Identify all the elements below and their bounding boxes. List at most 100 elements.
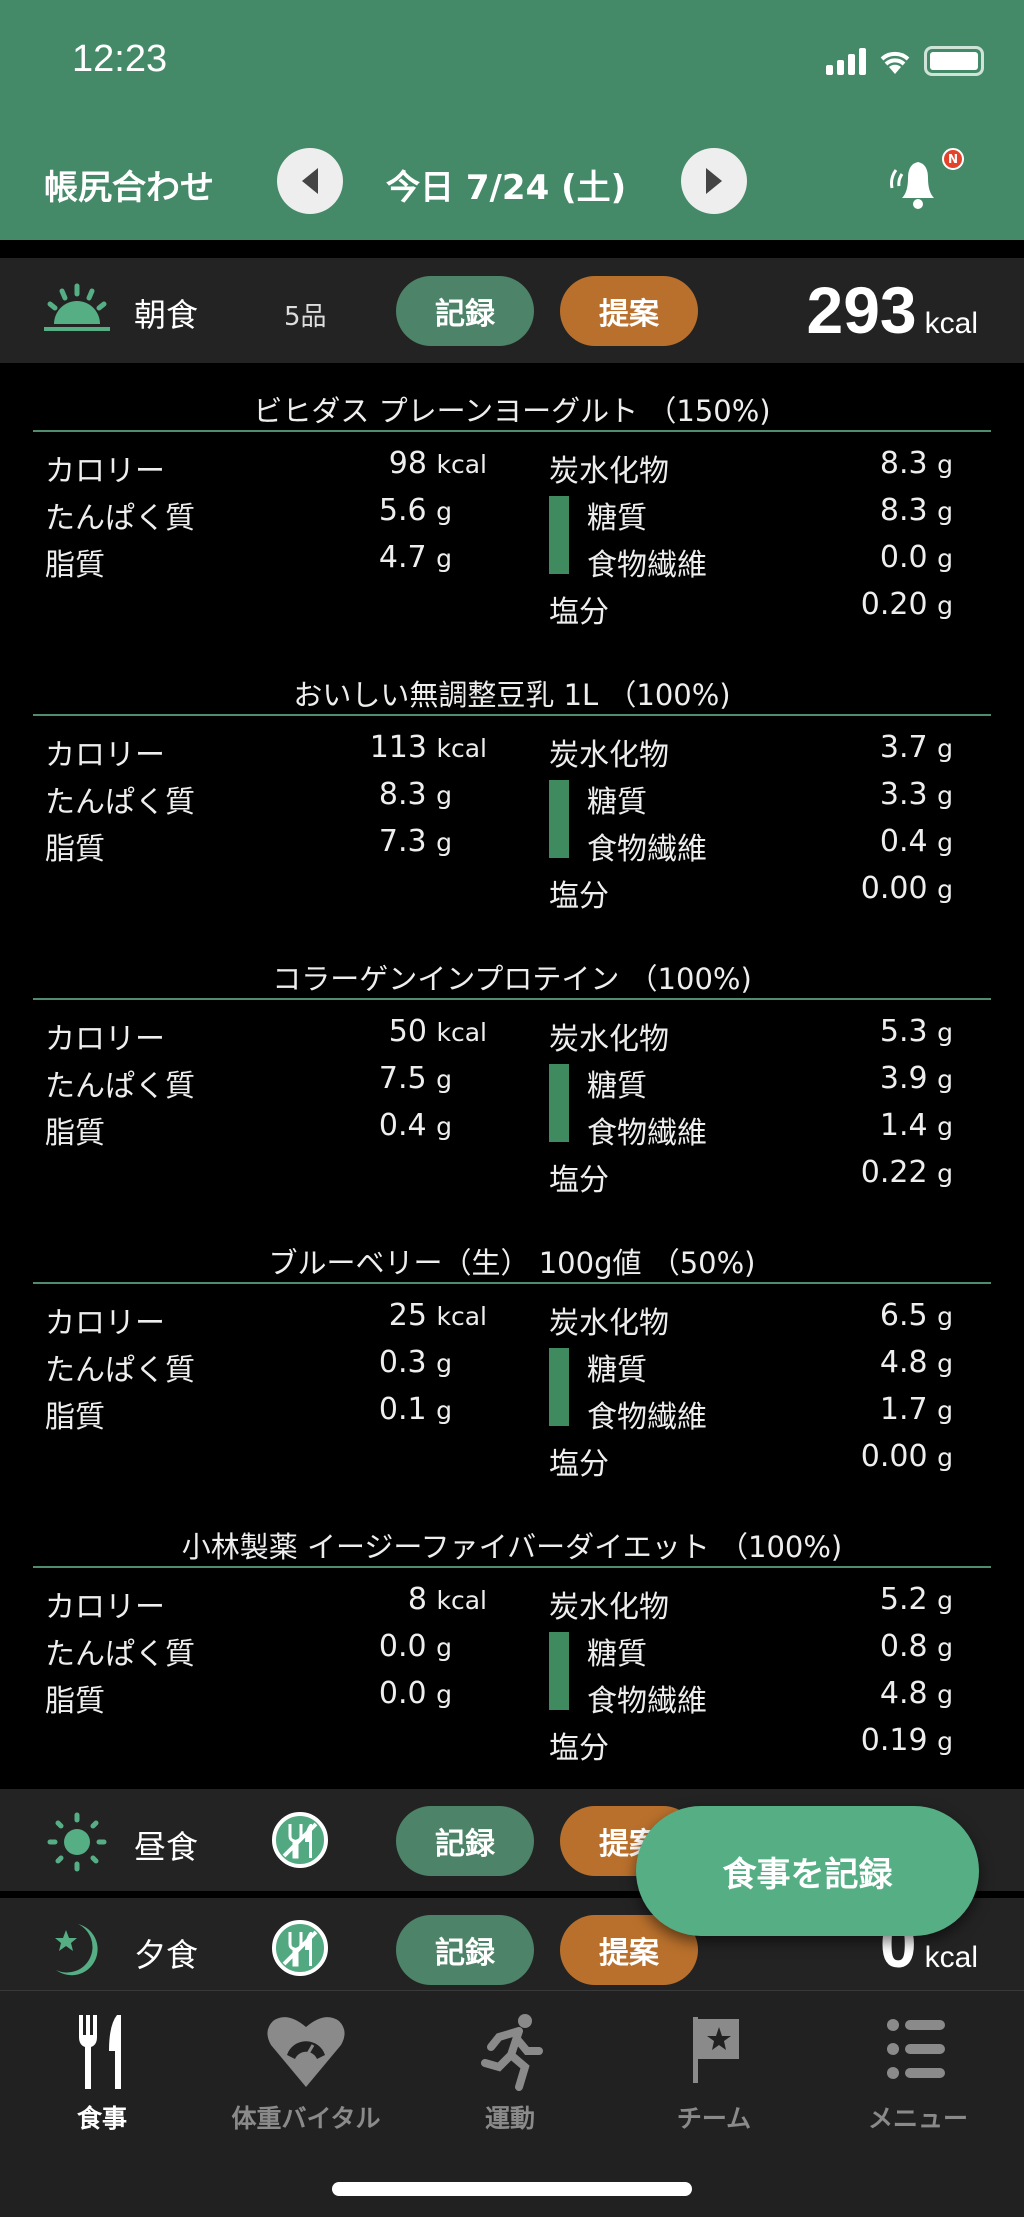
calorie-label: カロリー	[45, 1306, 165, 1341]
carb-value: 8.3 g	[753, 446, 953, 481]
tab-menu[interactable]: メニュー	[828, 2011, 1008, 2135]
tab-meal[interactable]: 食事	[12, 2011, 192, 2135]
salt-label: 塩分	[549, 1731, 609, 1766]
unit: g	[937, 734, 953, 763]
bell-icon[interactable]	[880, 150, 950, 216]
notification-badge: N	[942, 148, 964, 170]
protein-value: 5.6 g	[252, 493, 452, 528]
value: 5.3	[879, 1014, 928, 1049]
unit: kcal	[436, 1302, 488, 1331]
fat-label: 脂質	[45, 832, 105, 867]
unit: g	[937, 1396, 953, 1425]
food-title: ブルーベリー（生） 100g値 （50%)	[268, 1246, 756, 1280]
fat-value: 0.0 g	[252, 1676, 452, 1711]
divider	[33, 714, 991, 716]
value: 8.3	[879, 493, 928, 528]
flag-icon	[693, 2017, 739, 2083]
value: 5.2	[879, 1582, 928, 1617]
fiber-value: 0.4 g	[753, 824, 953, 859]
home-indicator[interactable]	[332, 2182, 692, 2196]
unit: g	[436, 781, 452, 810]
no-meal-icon[interactable]	[272, 1812, 328, 1868]
carb-label: 炭水化物	[549, 1590, 669, 1625]
unit: g	[937, 591, 953, 620]
fiber-label: 食物繊維	[587, 1116, 707, 1151]
unit: g	[937, 1680, 953, 1709]
unit: g	[436, 544, 452, 573]
record-meal-fab[interactable]: 食事を記録	[636, 1806, 979, 1936]
record-button[interactable]: 記録	[396, 1806, 534, 1876]
calorie-value: 98 kcal	[287, 446, 487, 481]
food-title: コラーゲンインプロテイン （100%)	[272, 962, 752, 996]
unit: g	[436, 828, 452, 857]
sugar-label: 糖質	[587, 501, 647, 536]
carb-label: 炭水化物	[549, 454, 669, 489]
unit: g	[937, 1018, 953, 1047]
fat-value: 0.4 g	[252, 1108, 452, 1143]
fiber-value: 4.8 g	[753, 1676, 953, 1711]
value: 0.0	[879, 540, 928, 575]
unit: kcal	[436, 1586, 488, 1615]
unit: g	[937, 1159, 953, 1188]
unit: g	[436, 497, 452, 526]
sun-icon	[47, 1812, 107, 1872]
value: 5.6	[378, 493, 427, 528]
protein-value: 0.0 g	[252, 1629, 452, 1664]
fiber-value: 1.7 g	[753, 1392, 953, 1427]
calorie-label: カロリー	[45, 1022, 165, 1057]
value: 1.7	[879, 1392, 928, 1427]
unit: g	[937, 544, 953, 573]
fiber-label: 食物繊維	[587, 1400, 707, 1435]
fiber-value: 1.4 g	[753, 1108, 953, 1143]
unit: g	[937, 497, 953, 526]
food-title: おいしい無調整豆乳 1L （100%)	[293, 678, 731, 712]
value: 0.8	[879, 1629, 928, 1664]
value: 8	[407, 1582, 427, 1617]
record-button[interactable]: 記録	[396, 276, 534, 346]
prev-day-button[interactable]	[277, 148, 343, 214]
value: 0.20	[860, 587, 928, 622]
no-meal-icon[interactable]	[272, 1920, 328, 1976]
food-item[interactable]: ブルーベリー（生） 100g値 （50%) カロリー たんぱく質 脂質 25 k…	[0, 1240, 1024, 1524]
tab-weight-vitals[interactable]: 体重バイタル	[216, 2011, 396, 2135]
record-button[interactable]: 記録	[396, 1915, 534, 1985]
value: 6.5	[879, 1298, 928, 1333]
food-item[interactable]: ビヒダス プレーンヨーグルト （150%) カロリー たんぱく質 脂質 98 k…	[0, 388, 1024, 672]
carb-label: 炭水化物	[549, 738, 669, 773]
next-day-button[interactable]	[681, 148, 747, 214]
fiber-label: 食物繊維	[587, 832, 707, 867]
unit: g	[436, 1633, 452, 1662]
value: 25	[388, 1298, 427, 1333]
suggest-button[interactable]: 提案	[560, 276, 698, 346]
carb-breakdown-bar	[549, 780, 569, 858]
app-title: 帳尻合わせ	[44, 168, 214, 208]
unit: g	[436, 1396, 452, 1425]
tab-exercise[interactable]: 運動	[420, 2011, 600, 2135]
meal-kcal: 293 kcal	[807, 272, 978, 348]
divider	[33, 1566, 991, 1568]
tab-bar: 食事 体重バイタル 運動 チーム メニュー	[0, 1990, 1024, 2217]
wifi-icon	[880, 51, 910, 74]
sugar-value: 8.3 g	[753, 493, 953, 528]
calorie-label: カロリー	[45, 738, 165, 773]
unit: g	[937, 450, 953, 479]
protein-label: たんぱく質	[45, 1069, 195, 1104]
status-time: 12:23	[72, 38, 168, 80]
chevron-right-icon	[706, 168, 722, 194]
kcal-unit: kcal	[924, 1941, 978, 1974]
salt-value: 0.22 g	[753, 1155, 953, 1190]
value: 0.1	[378, 1392, 427, 1427]
food-item[interactable]: おいしい無調整豆乳 1L （100%) カロリー たんぱく質 脂質 113 kc…	[0, 672, 1024, 956]
food-item[interactable]: コラーゲンインプロテイン （100%) カロリー たんぱく質 脂質 50 kca…	[0, 956, 1024, 1240]
protein-label: たんぱく質	[45, 1637, 195, 1672]
battery-icon	[924, 46, 984, 76]
value: 1.4	[879, 1108, 928, 1143]
food-item[interactable]: 小林製薬 イージーファイバーダイエット （100%) カロリー たんぱく質 脂質…	[0, 1524, 1024, 1808]
value: 0.00	[860, 871, 928, 906]
carb-breakdown-bar	[549, 1064, 569, 1142]
value: 0.0	[378, 1629, 427, 1664]
carb-value: 6.5 g	[753, 1298, 953, 1333]
tab-team[interactable]: チーム	[624, 2011, 804, 2135]
unit: g	[937, 1727, 953, 1756]
unit: g	[937, 875, 953, 904]
